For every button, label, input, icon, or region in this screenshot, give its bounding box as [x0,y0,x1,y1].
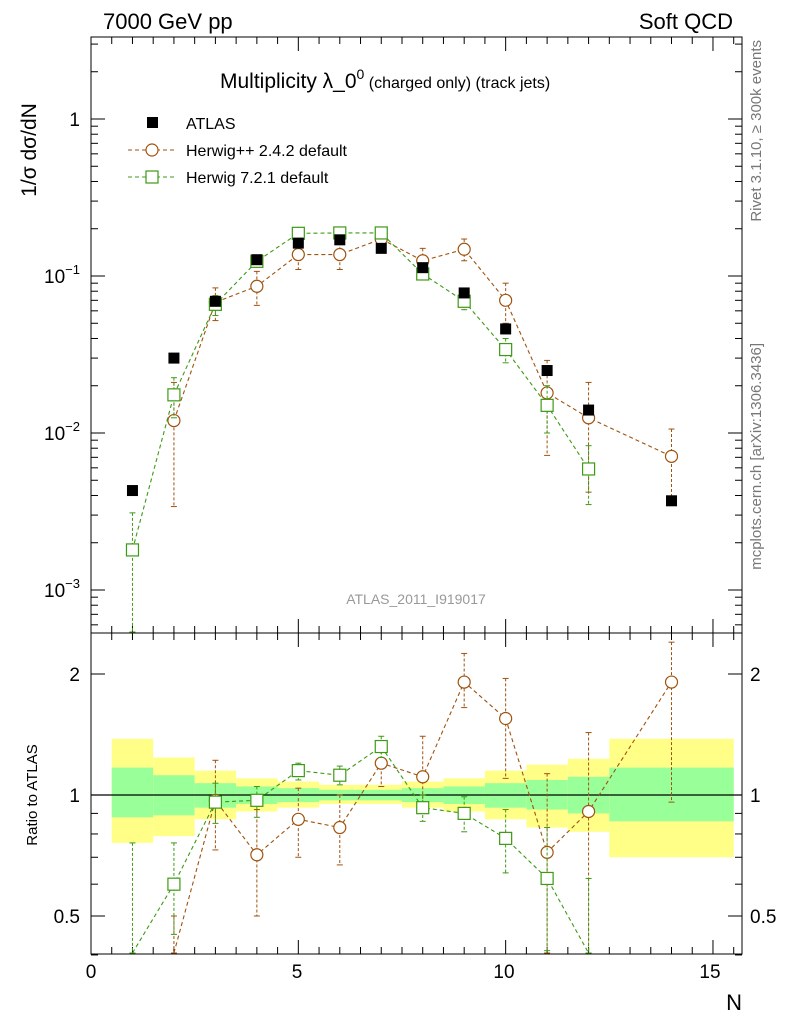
atlas-data-point [583,404,595,416]
herwigpp-point [457,242,471,256]
legend-marker-atlas [147,117,158,128]
x-tick-10: 10 [493,962,514,983]
series-line-top [173,238,672,457]
herwigpp-point [167,413,181,428]
ratio-tick-2-left: 2 [69,665,80,686]
x-tick-15: 15 [699,962,720,983]
legend-marker-herwigpp [145,143,159,157]
ratio-frame [90,632,743,955]
header-right: Soft QCD [639,9,733,34]
herwigpp-ratio-point [499,711,513,726]
axis-ticks [90,37,742,956]
herwigpp-point [664,449,679,463]
herwigpp-point [250,279,264,293]
band-inner-bin [111,767,154,818]
herwig7-ratio-point [208,795,222,809]
herwig7-ratio-point [457,806,471,820]
y-tick-label-1e-2: 10−2 [44,419,80,445]
ratio-uncertainty-band [91,738,742,858]
chart-title-sup: 0 [357,66,365,82]
x-tick-5: 5 [292,962,303,983]
legend-label-atlas: ATLAS [186,116,236,133]
legend: ATLAS Herwig++ 2.4.2 default Herwig 7.2.… [128,116,348,187]
herwigpp-ratio-point [291,812,305,826]
series-line-top [131,232,590,551]
herwig7-ratio-point [540,871,554,886]
herwigpp-ratio-point [333,820,347,835]
herwig7-point [374,226,388,240]
ratio-tick-1-left: 1 [69,786,80,807]
herwigpp-ratio-point [374,756,388,770]
atlas-data-point [500,323,512,335]
herwig7-ratio-point [291,764,305,778]
herwigpp-point [499,293,513,307]
herwig7-point [167,388,181,402]
y-tick-label-1: 1 [69,110,80,131]
herwig7-point [499,342,513,357]
atlas-data-point [458,287,470,299]
ratio-tick-1-right: 1 [750,786,761,807]
chart-title-suffix: (charged only) (track jets) [364,75,550,92]
herwigpp-ratio-point [457,675,471,689]
y-tick-label-1e-1: 10−1 [44,262,80,288]
header-left: 7000 GeV pp [103,9,233,34]
series-line-ratio [173,681,672,954]
herwig7-ratio-point [416,801,430,815]
y-tick-label-1e-3: 10−3 [44,576,80,602]
herwigpp-ratio-point [581,804,596,819]
watermark: ATLAS_2011_I919017 [346,591,486,607]
herwigpp-point [291,247,305,262]
herwig7-point [125,543,140,557]
ratio-tick-labels: 0.5 1 2 0.5 1 2 [54,665,777,928]
atlas-data-point [666,495,678,507]
series-line-ratio [131,745,590,954]
ratio-axis-label: Ratio to ATLAS [24,744,41,845]
atlas-data-point [168,352,180,364]
atlas-data-point [292,237,304,249]
atlas-data-point [541,365,553,377]
ratio-tick-0.5-left: 0.5 [54,907,80,928]
y-axis-label: 1/σ dσ/dN [18,103,41,197]
herwig7-ratio-point [374,739,388,754]
herwig7-ratio-point [250,793,264,807]
herwig7-ratio-point [167,877,181,891]
atlas-data-point [375,242,387,254]
herwig7-point [540,398,554,412]
herwig7-point [581,462,596,476]
atlas-data-point [334,234,346,246]
rivet-text: Rivet 3.1.10, ≥ 300k events [748,40,765,222]
data-series [125,226,679,954]
atlas-data-point [417,262,429,274]
herwigpp-ratio-point [250,848,264,862]
herwigpp-ratio-point [664,675,679,689]
herwig7-ratio-point [333,768,347,782]
x-tick-labels: 0 5 10 15 [86,962,721,983]
ratio-tick-2-right: 2 [750,665,761,686]
ratio-tick-0.5-right: 0.5 [750,907,776,928]
top-y-tick-labels: 10−3 10−2 10−1 1 [44,110,80,602]
herwig7-point [291,226,305,240]
atlas-data-point [209,295,221,307]
legend-label-herwig7: Herwig 7.2.1 default [186,170,329,187]
atlas-data-point [126,485,138,497]
x-axis-label: N [726,990,742,1015]
herwigpp-point [333,247,347,262]
x-tick-0: 0 [86,962,97,983]
legend-marker-herwig7 [145,170,159,184]
chart-title-main: Multiplicity λ_0 [220,70,357,93]
legend-label-herwigpp: Herwig++ 2.4.2 default [186,143,348,160]
atlas-data-point [251,254,263,266]
herwigpp-ratio-point [416,770,430,784]
herwig7-ratio-point [499,831,513,845]
chart-title: Multiplicity λ_00 (charged only) (track … [220,66,550,93]
mcplots-text: mcplots.cern.ch [arXiv:1306.3436] [748,343,765,570]
